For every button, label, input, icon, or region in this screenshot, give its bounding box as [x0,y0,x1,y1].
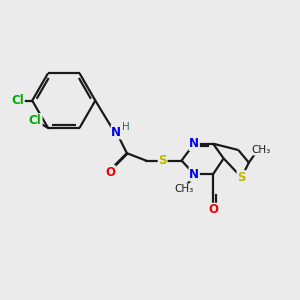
Text: N: N [189,168,199,181]
Text: O: O [208,203,218,216]
Text: N: N [111,126,121,139]
Text: Cl: Cl [29,114,42,127]
Text: Cl: Cl [11,94,24,107]
Text: S: S [158,154,167,167]
Text: H: H [122,122,130,132]
Text: S: S [237,171,246,184]
Text: O: O [105,166,115,178]
Text: N: N [189,137,199,150]
Text: CH₃: CH₃ [174,184,193,194]
Text: CH₃: CH₃ [252,145,271,155]
